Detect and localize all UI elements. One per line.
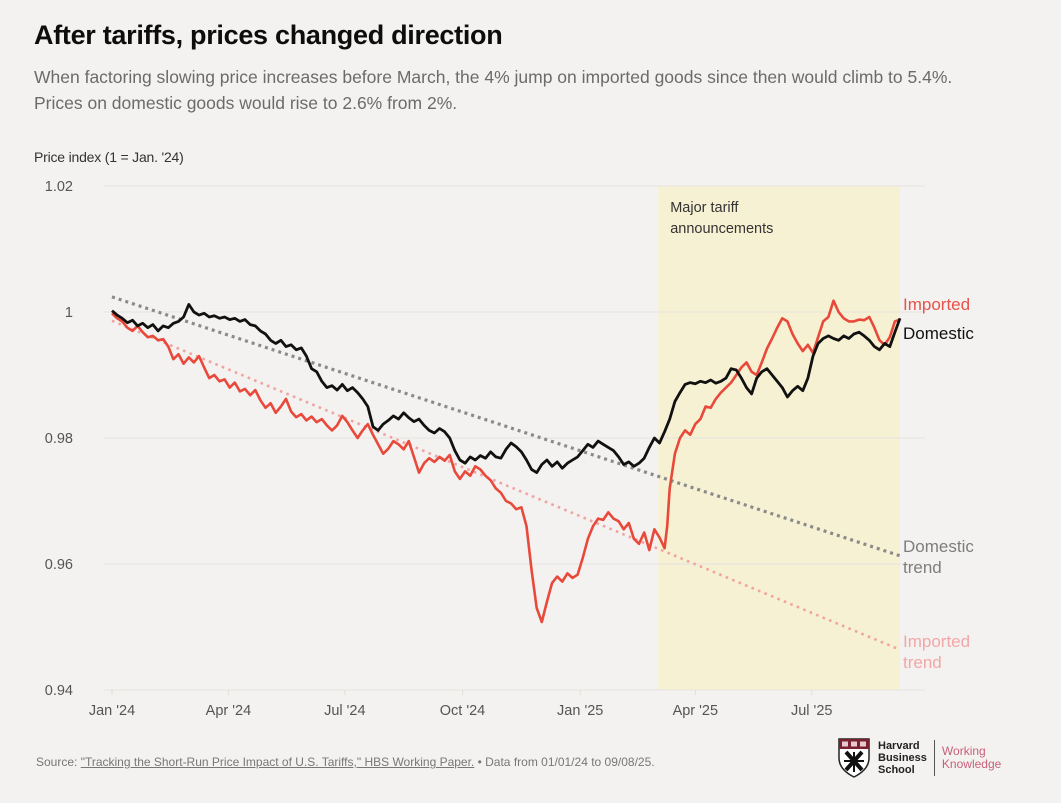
- source-link[interactable]: "Tracking the Short-Run Price Impact of …: [80, 755, 475, 769]
- imported-trend-label-line-2: trend: [903, 653, 942, 672]
- highlight-label-line-1: Major tariff: [670, 200, 739, 216]
- wk-line-1: Working: [941, 744, 986, 758]
- imported-series-line: [111, 299, 901, 624]
- y-tick-label: 0.98: [45, 431, 73, 447]
- x-tick-label: Jan '25: [557, 703, 603, 719]
- y-tick-label: 1: [65, 305, 73, 321]
- imported-trend-label-line-1: Imported: [903, 632, 970, 651]
- hbs-wordmark: Harvard Business School: [878, 740, 935, 776]
- domestic-trend-line: [111, 295, 901, 558]
- chart-subtitle: When factoring slowing price increases b…: [34, 67, 953, 113]
- x-tick-label: Apr '24: [206, 703, 252, 719]
- hbs-shield-icon: [838, 738, 870, 778]
- y-tick-label: 1.02: [45, 179, 73, 195]
- y-axis-title: Price index (1 = Jan. '24): [34, 149, 184, 165]
- wk-line-2: Knowledge: [941, 757, 1002, 771]
- imported-line-label: Imported: [903, 295, 970, 314]
- imported-trend-line: [111, 319, 901, 651]
- x-tick-label: Jul '25: [791, 703, 832, 719]
- x-tick-label: Jan '24: [89, 703, 135, 719]
- hbs-line-1: Harvard: [878, 740, 920, 752]
- working-knowledge-wordmark: Working Knowledge: [942, 745, 1001, 771]
- hbs-working-knowledge-logo: Harvard Business School Working Knowledg…: [838, 738, 1001, 778]
- x-tick-label: Jul '24: [324, 703, 365, 719]
- source-prefix: Source:: [36, 755, 81, 769]
- source-note: Source: "Tracking the Short-Run Price Im…: [36, 755, 655, 769]
- hbs-line-2: Business: [878, 752, 927, 764]
- domestic-line-label: Domestic: [903, 324, 974, 343]
- highlight-label-line-2: announcements: [670, 221, 773, 237]
- x-tick-label: Oct '24: [440, 703, 485, 719]
- y-tick-label: 0.94: [45, 683, 73, 699]
- domestic-series-line: [111, 303, 902, 474]
- hbs-line-3: School: [878, 764, 915, 776]
- x-tick-label: Apr '25: [673, 703, 719, 719]
- y-tick-label: 0.96: [45, 557, 73, 573]
- domestic-trend-label-line-2: trend: [903, 558, 942, 577]
- source-date-range: • Data from 01/01/24 to 09/08/25.: [474, 755, 655, 769]
- domestic-trend-label-line-1: Domestic: [903, 537, 974, 556]
- chart-title: After tariffs, prices changed direction: [34, 20, 503, 50]
